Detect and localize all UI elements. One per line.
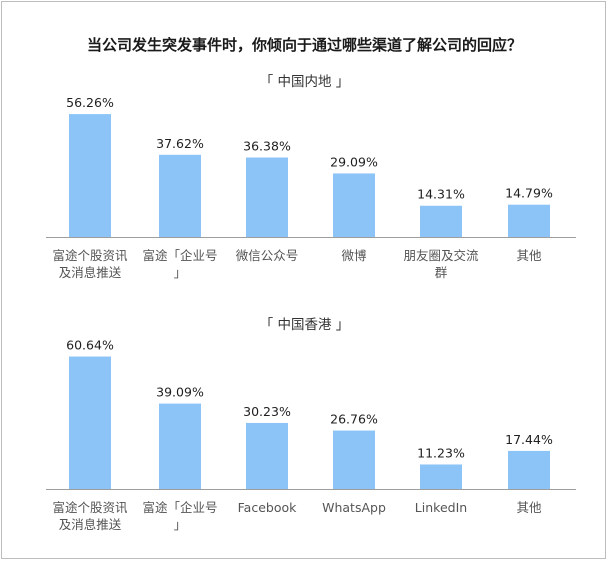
bar-1-1 <box>69 114 111 237</box>
value-label-2-6: 17.44% <box>505 432 553 447</box>
bar-2-2 <box>159 403 201 489</box>
category-label-1-6: 其他 <box>516 248 542 263</box>
bar-2-3 <box>246 422 288 489</box>
category-label-2-6: 其他 <box>516 500 542 515</box>
category-label-1-1: 富途个股资讯及消息推送 <box>52 248 128 280</box>
category-label-1-4: 微博 <box>341 248 367 263</box>
category-label-1-3: 微信公众号 <box>236 248 299 263</box>
value-label-1-4: 29.09% <box>330 154 378 169</box>
value-label-1-6: 14.79% <box>505 186 553 201</box>
value-label-2-5: 11.23% <box>417 445 465 460</box>
category-label-2-1: 富途个股资讯及消息推送 <box>52 500 128 532</box>
chart-title: 当公司发生突发事件时，你倾向于通过哪些渠道了解公司的回应？ <box>86 36 522 54</box>
bar-1-3 <box>246 157 288 237</box>
category-label-2-2: 富途「企业号」 <box>142 500 217 532</box>
value-label-1-1: 56.26% <box>66 95 114 110</box>
section-title-1: 「 中国内地 」 <box>260 74 350 90</box>
bar-1-5 <box>420 205 462 237</box>
value-label-2-3: 30.23% <box>243 404 291 419</box>
bar-1-4 <box>333 173 375 237</box>
category-label-2-4: WhatsApp <box>322 500 386 515</box>
bar-1-2 <box>159 154 201 237</box>
category-label-1-5: 朋友圈及交流群 <box>403 248 479 280</box>
category-label-1-2: 富途「企业号」 <box>142 248 217 280</box>
value-label-1-5: 14.31% <box>417 187 465 202</box>
value-label-2-1: 60.64% <box>66 338 114 353</box>
bar-2-5 <box>420 464 462 489</box>
bar-2-6 <box>508 450 550 489</box>
value-label-1-3: 36.38% <box>243 139 291 154</box>
bar-2-1 <box>69 356 111 489</box>
category-label-2-5: LinkedIn <box>415 500 467 515</box>
value-label-2-2: 39.09% <box>156 385 204 400</box>
bar-1-6 <box>508 204 550 237</box>
value-label-2-4: 26.76% <box>330 412 378 427</box>
category-label-2-3: Facebook <box>238 500 297 515</box>
bar-2-4 <box>333 430 375 489</box>
section-title-2: 「 中国香港 」 <box>260 317 350 333</box>
value-label-1-2: 37.62% <box>156 136 204 151</box>
